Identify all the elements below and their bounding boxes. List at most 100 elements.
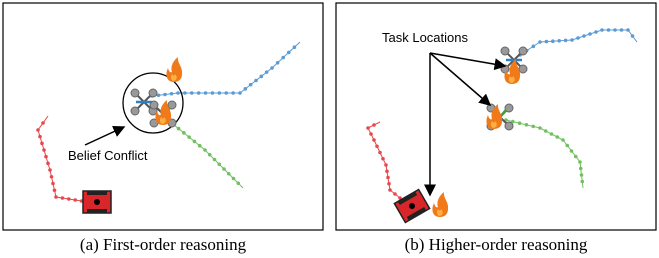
trajectory-dot: [369, 132, 373, 136]
trajectory-dot: [176, 91, 180, 95]
trajectory-dot: [525, 123, 529, 127]
trajectory-dot: [187, 135, 191, 139]
trajectory-dot: [170, 92, 174, 96]
trajectory-dot: [198, 144, 202, 148]
trajectory-dot: [600, 28, 604, 32]
trajectory-dot: [227, 172, 231, 176]
trajectory-dot: [574, 155, 578, 159]
trajectory-dot: [211, 91, 215, 95]
trajectory-dot: [287, 51, 291, 55]
trajectory-dot: [190, 91, 194, 95]
figure: Belief Conflict Task Locations (a) First…: [0, 0, 659, 258]
caption: (a) First-order reasoning: [80, 235, 247, 254]
trajectory-dot: [565, 144, 569, 148]
trajectory-dot: [42, 148, 46, 152]
trajectory-dot: [385, 169, 389, 173]
trajectory-dot: [570, 38, 574, 42]
trajectory-dot: [607, 28, 611, 32]
trajectory-dot: [218, 91, 222, 95]
trajectory-dot: [538, 126, 542, 130]
trajectory-dot: [384, 163, 388, 167]
trajectory-dot: [372, 123, 376, 127]
trajectory-dot: [222, 167, 226, 171]
trajectory-dot: [67, 197, 71, 201]
annotation: Belief Conflict: [68, 148, 148, 163]
trajectory-dot: [260, 75, 264, 79]
trajectory-dot: [564, 39, 568, 43]
trajectory-dot: [204, 91, 208, 95]
trajectory-dot: [594, 30, 598, 34]
trajectory-dot: [381, 157, 385, 161]
trajectory-dot: [163, 93, 167, 97]
trajectory-dot: [580, 180, 584, 184]
trajectory-dot: [580, 173, 584, 177]
trajectory-dot: [236, 181, 240, 185]
trajectory-dot: [582, 34, 586, 38]
trajectory-dot: [51, 182, 55, 186]
trajectory-dot: [270, 66, 274, 70]
trajectory-dot: [281, 56, 285, 60]
trajectory-dot: [213, 158, 217, 162]
annotation: Task Locations: [382, 30, 468, 45]
trajectory-dot: [193, 140, 197, 144]
trajectory-dot: [518, 121, 522, 125]
trajectory-dot: [387, 182, 391, 186]
trajectory-dot: [626, 28, 630, 32]
trajectory-dot: [265, 70, 269, 74]
trajectory-dot: [631, 34, 635, 38]
trajectory-dot: [238, 91, 242, 95]
figure-svg: Belief Conflict Task Locations (a) First…: [0, 0, 659, 258]
trajectory-dot: [570, 149, 574, 153]
trajectory-dot: [231, 91, 235, 95]
robot: [83, 191, 111, 213]
trajectory-dot: [249, 83, 253, 87]
trajectory-dot: [254, 79, 258, 83]
trajectory-dot: [386, 176, 390, 180]
trajectory-dot: [38, 135, 42, 139]
trajectory-dot: [183, 91, 187, 95]
trajectory-dot: [545, 40, 549, 44]
trajectory-dot: [550, 132, 554, 136]
trajectory-dot: [197, 91, 201, 95]
trajectory-dot: [576, 36, 580, 40]
trajectory-dot: [50, 175, 54, 179]
trajectory-dot: [531, 125, 535, 129]
trajectory-dot: [244, 87, 248, 91]
trajectory-dot: [208, 153, 212, 157]
trajectory-dot: [54, 195, 58, 199]
trajectory-dot: [224, 91, 228, 95]
trajectory-dot: [36, 128, 40, 132]
trajectory-dot: [53, 188, 57, 192]
caption: (b) Higher-order reasoning: [405, 235, 588, 254]
trajectory-dot: [182, 131, 186, 135]
trajectory-dot: [48, 168, 52, 172]
trajectory-dot: [40, 142, 44, 146]
trajectory-dot: [544, 129, 548, 133]
trajectory-dot: [388, 188, 392, 192]
trajectory-dot: [177, 127, 181, 131]
trajectory-dot: [44, 155, 48, 159]
trajectory-dot: [561, 138, 565, 142]
trajectory-dot: [532, 45, 536, 49]
trajectory-dot: [588, 32, 592, 36]
trajectory-dot: [46, 162, 50, 166]
trajectory-dot: [557, 39, 561, 43]
trajectory-dot: [276, 61, 280, 65]
trajectory-dot: [41, 121, 45, 125]
trajectory-dot: [372, 138, 376, 142]
trajectory-dot: [578, 160, 582, 164]
trajectory-dot: [217, 162, 221, 166]
trajectory-dot: [366, 126, 370, 130]
trajectory-dot: [620, 28, 624, 32]
trajectory-dot: [378, 151, 382, 155]
trajectory-dot: [538, 40, 542, 44]
trajectory-dot: [61, 196, 65, 200]
trajectory-dot: [232, 177, 236, 181]
trajectory-dot: [555, 135, 559, 139]
trajectory-dot: [375, 144, 379, 148]
trajectory-dot: [393, 192, 397, 196]
trajectory-dot: [613, 28, 617, 32]
trajectory-dot: [551, 39, 555, 43]
trajectory-dot: [73, 198, 77, 202]
trajectory-dot: [203, 148, 207, 152]
